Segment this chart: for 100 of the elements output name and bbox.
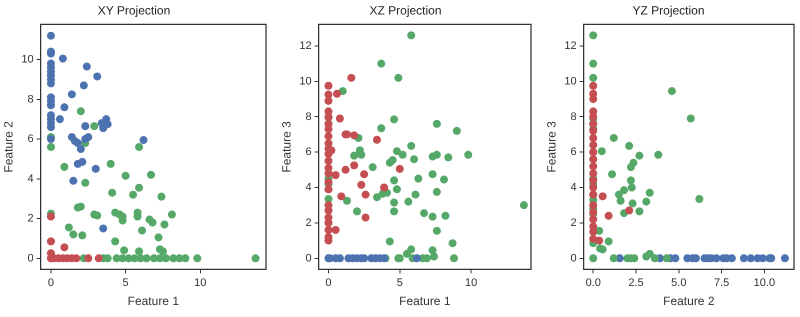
y-tick-label: 2 xyxy=(570,216,577,229)
point xyxy=(46,212,55,221)
y-tick-label: 6 xyxy=(306,146,312,158)
y-tick-label: 0 xyxy=(570,252,577,264)
y-tick-label: 4 xyxy=(28,172,34,185)
point xyxy=(686,114,695,123)
y-tick-label: 12 xyxy=(299,40,312,52)
point xyxy=(76,107,85,116)
point xyxy=(362,214,370,222)
point xyxy=(81,122,90,130)
point xyxy=(614,190,623,199)
point xyxy=(589,215,598,224)
point xyxy=(135,247,144,256)
point xyxy=(626,176,635,184)
chart-title: XZ Projection xyxy=(369,4,442,18)
y-tick-label: 4 xyxy=(306,182,312,194)
x-tick-label: 5 xyxy=(122,277,129,290)
point xyxy=(362,190,370,199)
point xyxy=(412,254,421,262)
point xyxy=(654,150,662,159)
point xyxy=(372,136,381,144)
y-tick-label: 8 xyxy=(28,93,34,106)
point xyxy=(635,152,644,160)
point xyxy=(332,226,340,234)
point xyxy=(350,161,358,170)
point xyxy=(68,90,76,98)
point xyxy=(92,164,100,173)
point xyxy=(69,230,78,238)
point xyxy=(324,132,332,140)
point xyxy=(598,147,606,156)
point xyxy=(129,190,138,199)
point xyxy=(157,192,166,201)
point xyxy=(695,194,704,203)
y-tick-label: 2 xyxy=(306,216,312,229)
point xyxy=(589,134,598,142)
point xyxy=(616,196,625,205)
point xyxy=(740,254,748,262)
point xyxy=(589,184,598,192)
y-tick-label: 8 xyxy=(570,110,577,123)
point xyxy=(99,224,108,232)
point xyxy=(120,246,128,254)
x-tick-label: 5.0 xyxy=(671,277,686,290)
point xyxy=(598,192,607,200)
point xyxy=(158,247,167,256)
y-tick-label: 10 xyxy=(21,54,34,66)
point xyxy=(160,220,168,228)
point xyxy=(604,212,613,220)
point xyxy=(93,72,102,80)
point xyxy=(324,125,332,134)
point xyxy=(780,254,789,262)
point xyxy=(56,115,64,124)
point xyxy=(635,207,644,216)
y-tick-label: 10 xyxy=(564,75,577,88)
point xyxy=(324,96,332,105)
point xyxy=(610,134,618,142)
point xyxy=(76,144,85,153)
point xyxy=(78,231,86,240)
point xyxy=(69,176,78,185)
point xyxy=(60,103,68,112)
point xyxy=(342,166,350,174)
x-tick-label: 5 xyxy=(396,277,403,290)
point xyxy=(626,163,635,172)
y-tick-label: 8 xyxy=(306,110,312,123)
x-tick-label: 0 xyxy=(325,277,332,290)
point xyxy=(628,184,636,192)
point xyxy=(84,133,92,142)
chart-title: YZ Projection xyxy=(632,4,705,18)
point xyxy=(589,254,598,262)
point xyxy=(148,218,156,227)
point xyxy=(336,114,344,123)
point xyxy=(608,170,616,178)
point xyxy=(46,143,55,151)
point xyxy=(58,54,67,63)
point xyxy=(604,237,613,246)
point xyxy=(595,236,604,245)
point xyxy=(252,254,260,262)
point xyxy=(589,141,598,150)
point xyxy=(81,178,90,187)
point xyxy=(650,254,659,262)
point xyxy=(589,31,598,40)
point xyxy=(746,254,755,262)
x-tick-label: 10.0 xyxy=(754,277,776,290)
point xyxy=(140,136,148,144)
y-tick-label: 6 xyxy=(28,133,34,146)
y-axis-title: Feature 3 xyxy=(280,120,294,173)
x-tick-label: 2.5 xyxy=(628,277,644,290)
y-tick-label: 0 xyxy=(28,252,34,264)
x-tick-label: 0.0 xyxy=(586,277,601,290)
point xyxy=(589,201,598,210)
x-axis-title: Feature 2 xyxy=(663,294,715,308)
y-tick-label: 10 xyxy=(299,75,312,88)
point xyxy=(111,237,120,246)
point xyxy=(662,254,671,262)
point xyxy=(135,184,144,192)
point xyxy=(76,202,85,211)
point xyxy=(46,32,55,40)
point xyxy=(589,60,598,68)
x-tick-label: 7.5 xyxy=(714,277,730,290)
x-tick-label: 10 xyxy=(464,277,478,290)
point xyxy=(642,198,650,206)
